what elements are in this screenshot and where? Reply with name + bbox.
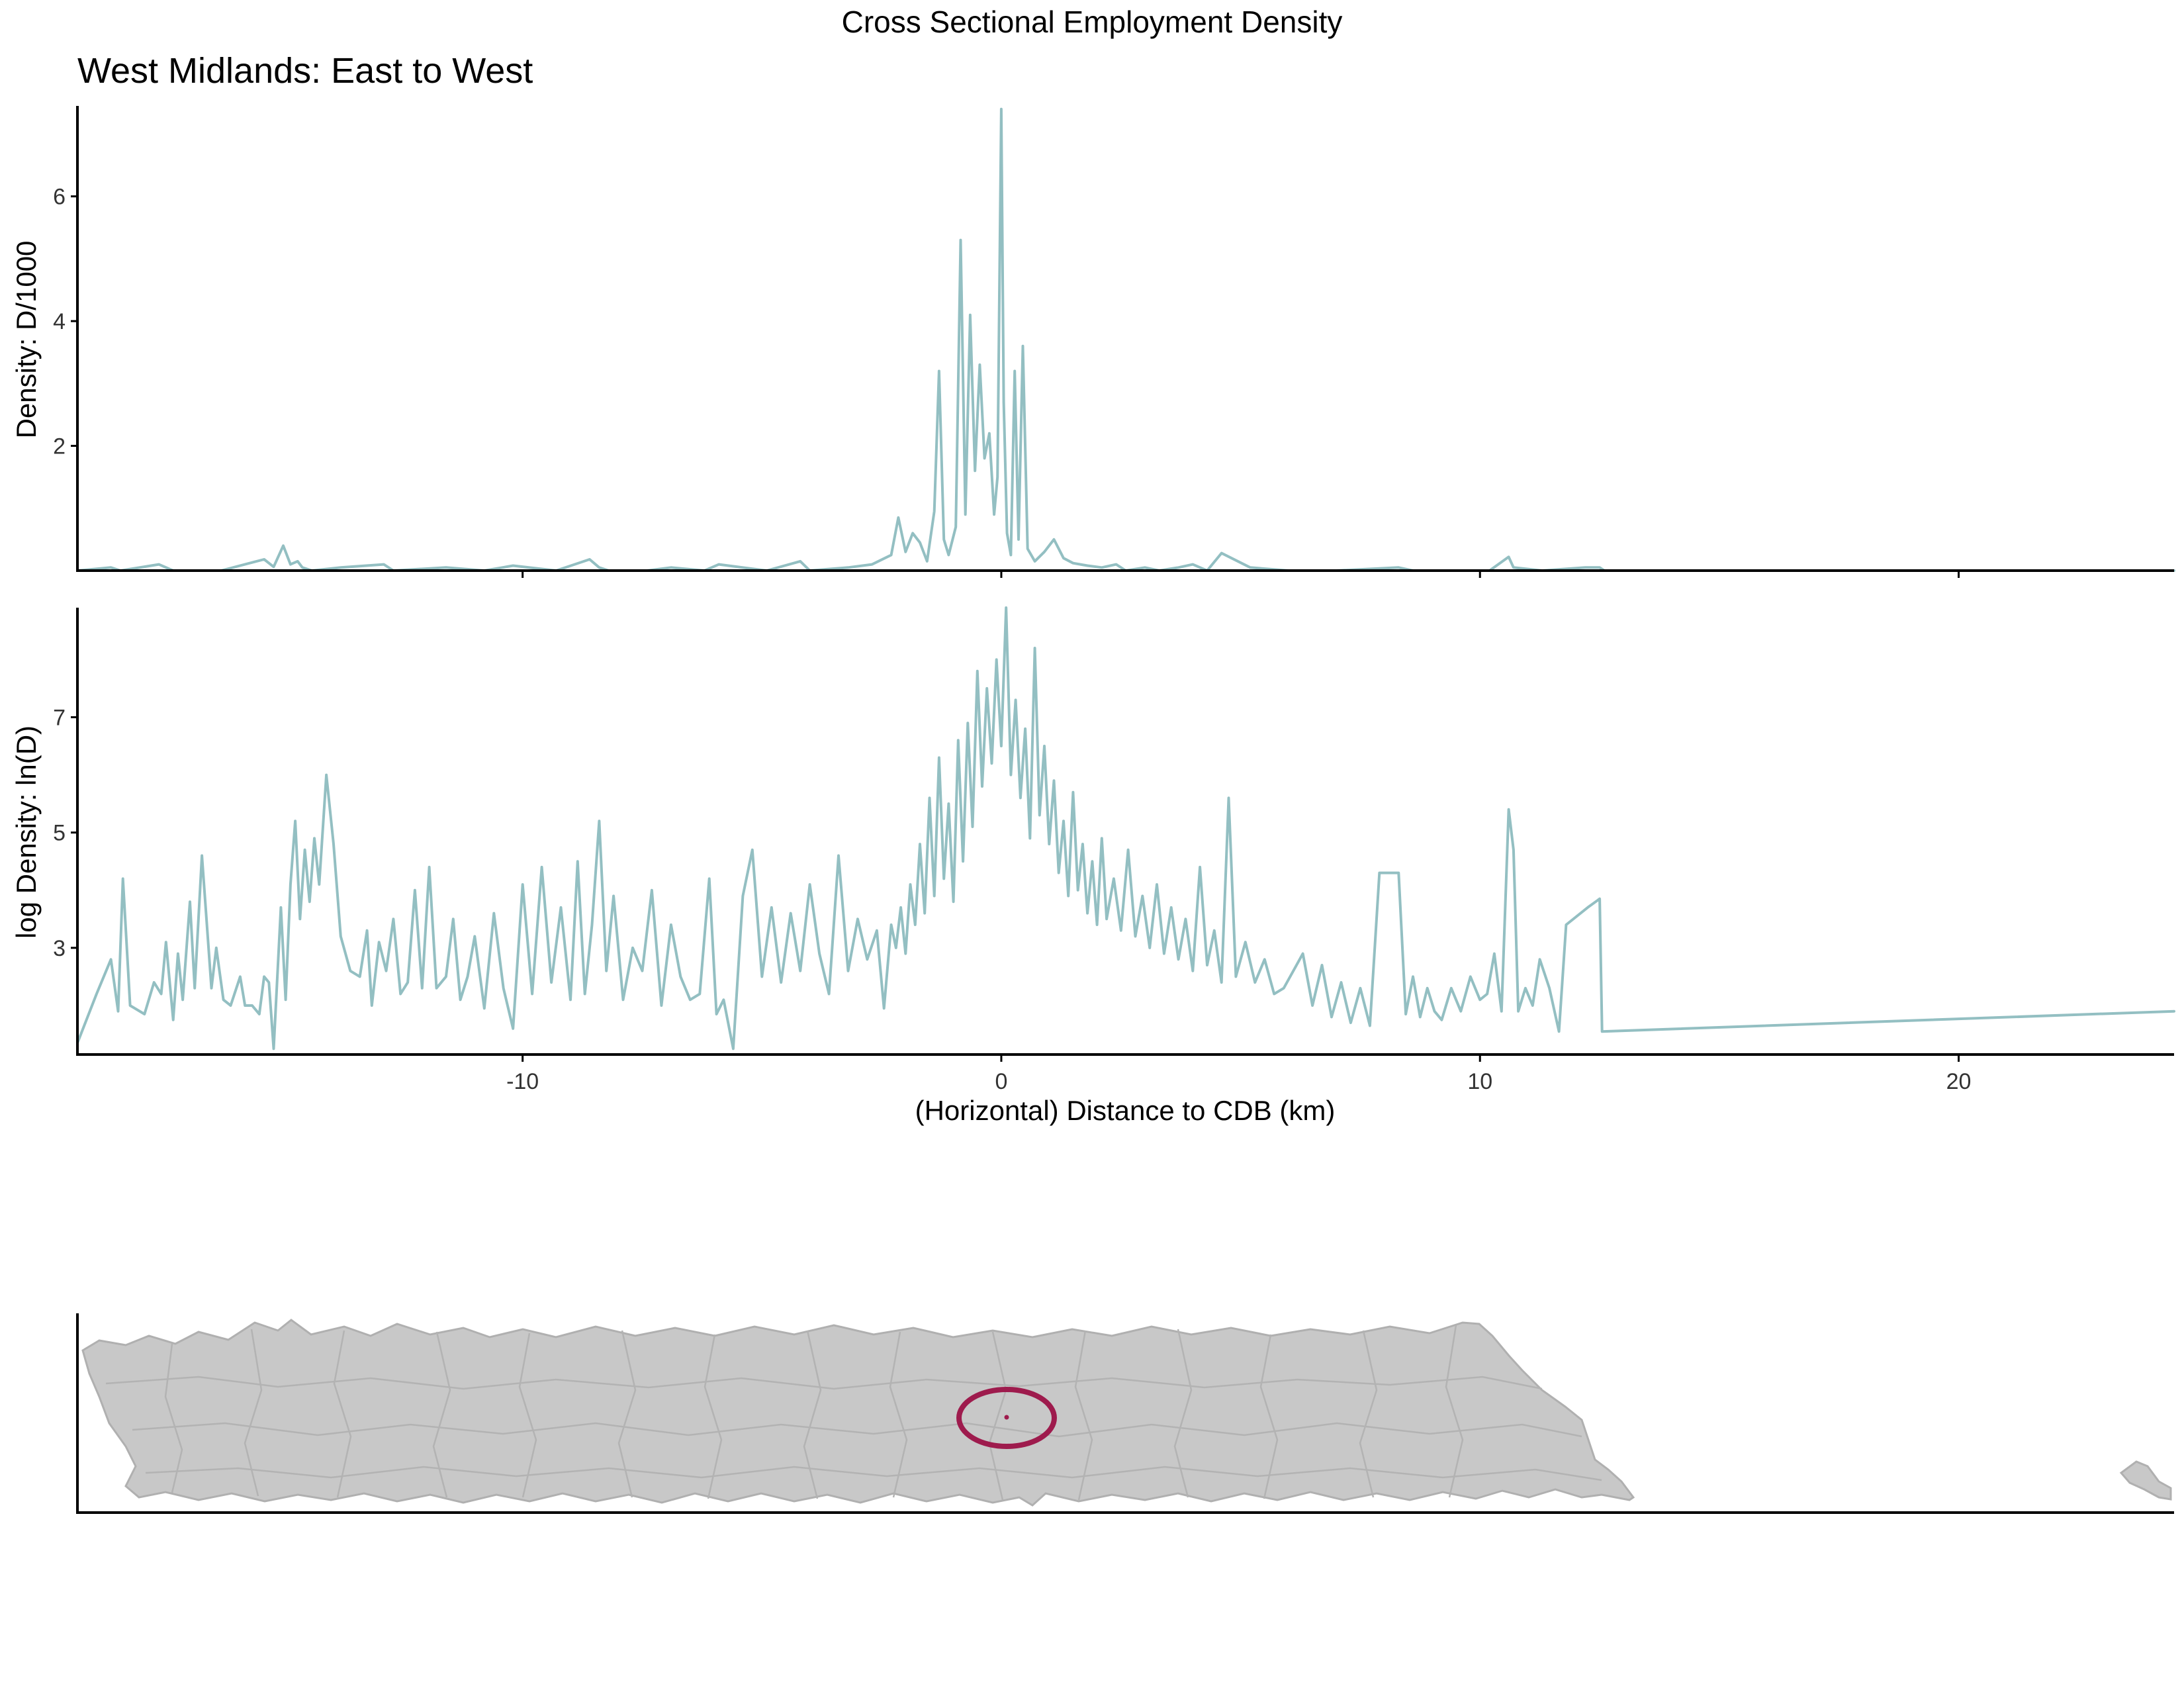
bottom-y-ticks: 3 5 7 (53, 705, 77, 961)
y-tick-label: 6 (53, 185, 66, 210)
detached-region-shape (2119, 1460, 2172, 1501)
log-density-panel: log Density: ln(D) 3 5 7 -10 0 10 20 (Horizon… (11, 606, 2175, 1126)
figure-title: Cross Sectional Employment Density (842, 5, 1343, 39)
sub-region-boundaries (105, 1325, 1602, 1501)
top-y-axis-title: Density: D/1000 (11, 241, 42, 439)
x-tick-label: 10 (1467, 1069, 1492, 1094)
density-panel: Density: D/1000 2 4 6 (11, 106, 2175, 578)
bottom-x-ticks: -10 0 10 20 (506, 1055, 1971, 1094)
cbd-center-marker (1004, 1415, 1009, 1420)
log-density-series-line (76, 606, 2175, 1051)
figure-subtitle: West Midlands: East to West (77, 51, 533, 91)
x-axis-title: (Horizontal) Distance to CDB (km) (915, 1095, 1336, 1126)
x-tick-label: 20 (1946, 1069, 1972, 1094)
y-tick-label: 3 (53, 936, 66, 961)
bottom-y-axis-title: log Density: ln(D) (11, 726, 42, 939)
region-shape (81, 1319, 1635, 1507)
y-tick-label: 5 (53, 821, 66, 846)
top-y-ticks: 2 4 6 (53, 185, 77, 459)
y-tick-label: 4 (53, 309, 66, 334)
y-tick-label: 7 (53, 705, 66, 730)
location-map (76, 1313, 2174, 1514)
cbd-highlight-ellipse (956, 1387, 1057, 1449)
x-tick-label: 0 (995, 1069, 1007, 1094)
y-tick-label: 2 (53, 434, 66, 459)
density-series-line (76, 107, 2175, 572)
x-tick-label: -10 (506, 1069, 539, 1094)
